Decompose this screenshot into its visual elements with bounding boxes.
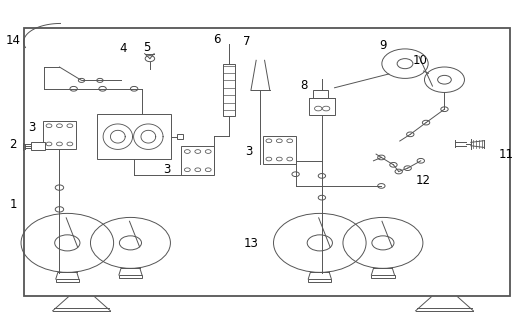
Text: 10: 10 (412, 55, 427, 67)
Bar (43, 121, 76, 149)
Bar (371, 275, 394, 278)
Text: 5: 5 (144, 41, 151, 54)
Text: 3: 3 (245, 145, 252, 158)
Bar (309, 98, 335, 115)
Bar (223, 64, 235, 116)
Bar (119, 275, 142, 278)
Text: 3: 3 (164, 163, 171, 176)
Bar (31, 142, 45, 150)
Bar (181, 146, 214, 175)
Text: 11: 11 (499, 148, 514, 160)
Bar (97, 114, 171, 159)
Bar (308, 279, 331, 282)
Bar (56, 279, 79, 282)
Text: 1: 1 (9, 198, 17, 211)
Bar (313, 90, 328, 98)
Text: 4: 4 (120, 42, 127, 55)
Text: 12: 12 (416, 174, 431, 187)
Text: 9: 9 (379, 40, 387, 52)
Text: 14: 14 (6, 35, 21, 47)
Bar (177, 134, 183, 139)
Text: 8: 8 (300, 79, 308, 92)
Text: 6: 6 (214, 33, 221, 46)
Bar (263, 136, 296, 164)
Text: 2: 2 (9, 138, 17, 151)
Text: 13: 13 (244, 238, 259, 250)
Bar (24, 28, 510, 296)
Text: 7: 7 (244, 36, 251, 48)
Text: 3: 3 (28, 122, 35, 134)
